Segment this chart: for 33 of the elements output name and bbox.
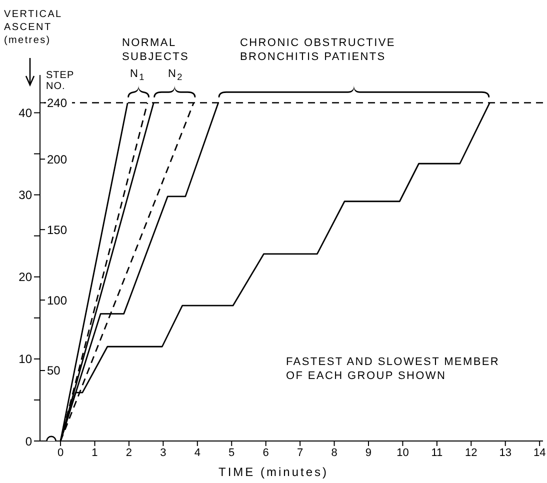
- x-tick-label: 13: [499, 446, 512, 459]
- x-tick-label: 7: [296, 446, 304, 459]
- x-tick-label: 14: [533, 446, 546, 459]
- annotation: FASTEST AND SLOWEST MEMBER OF EACH GROUP SHOWN: [286, 356, 500, 382]
- x-tick-label: 0: [57, 446, 64, 459]
- y-tick-label: 30: [18, 188, 32, 202]
- y2-tick-label: 50: [47, 364, 61, 378]
- y2-tick-label: 240: [47, 96, 68, 110]
- y-tick-label: 20: [18, 270, 32, 284]
- y2-tick-label: 150: [47, 222, 68, 237]
- text: CHRONIC OBSTRUCTIVE BRONCHITIS PATIENTS: [240, 37, 396, 63]
- x-tick-label: 9: [365, 446, 372, 459]
- x-tick-label: 1: [92, 446, 98, 459]
- y-tick-label: 40: [18, 106, 32, 120]
- x-tick-label: 2: [126, 446, 132, 459]
- annotation: N$_{1}$: [130, 68, 146, 82]
- x-axis-title: TIME (minutes): [218, 465, 328, 479]
- x-tick-label: 3: [160, 446, 166, 459]
- y-tick-label: 10: [18, 352, 32, 366]
- x-tick-label: 12: [465, 446, 478, 459]
- y-axis-title: VERTICAL ASCENT (metres): [4, 9, 62, 46]
- x-tick-label: 5: [228, 446, 235, 459]
- y2-tick-label: 200: [47, 152, 68, 166]
- y2-axis-title: STEP NO.: [46, 70, 74, 92]
- x-tick-label: 8: [331, 446, 338, 459]
- y-tick-label: 0: [25, 434, 32, 448]
- annotation: N$_{2}$: [168, 68, 184, 82]
- x-tick-label: 10: [396, 446, 409, 459]
- text: NORMAL SUBJECTS: [122, 37, 190, 63]
- x-tick-label: 11: [431, 446, 443, 459]
- x-tick-label: 6: [262, 446, 269, 459]
- y2-tick-label: 100: [47, 293, 68, 308]
- x-tick-label: 4: [194, 446, 200, 459]
